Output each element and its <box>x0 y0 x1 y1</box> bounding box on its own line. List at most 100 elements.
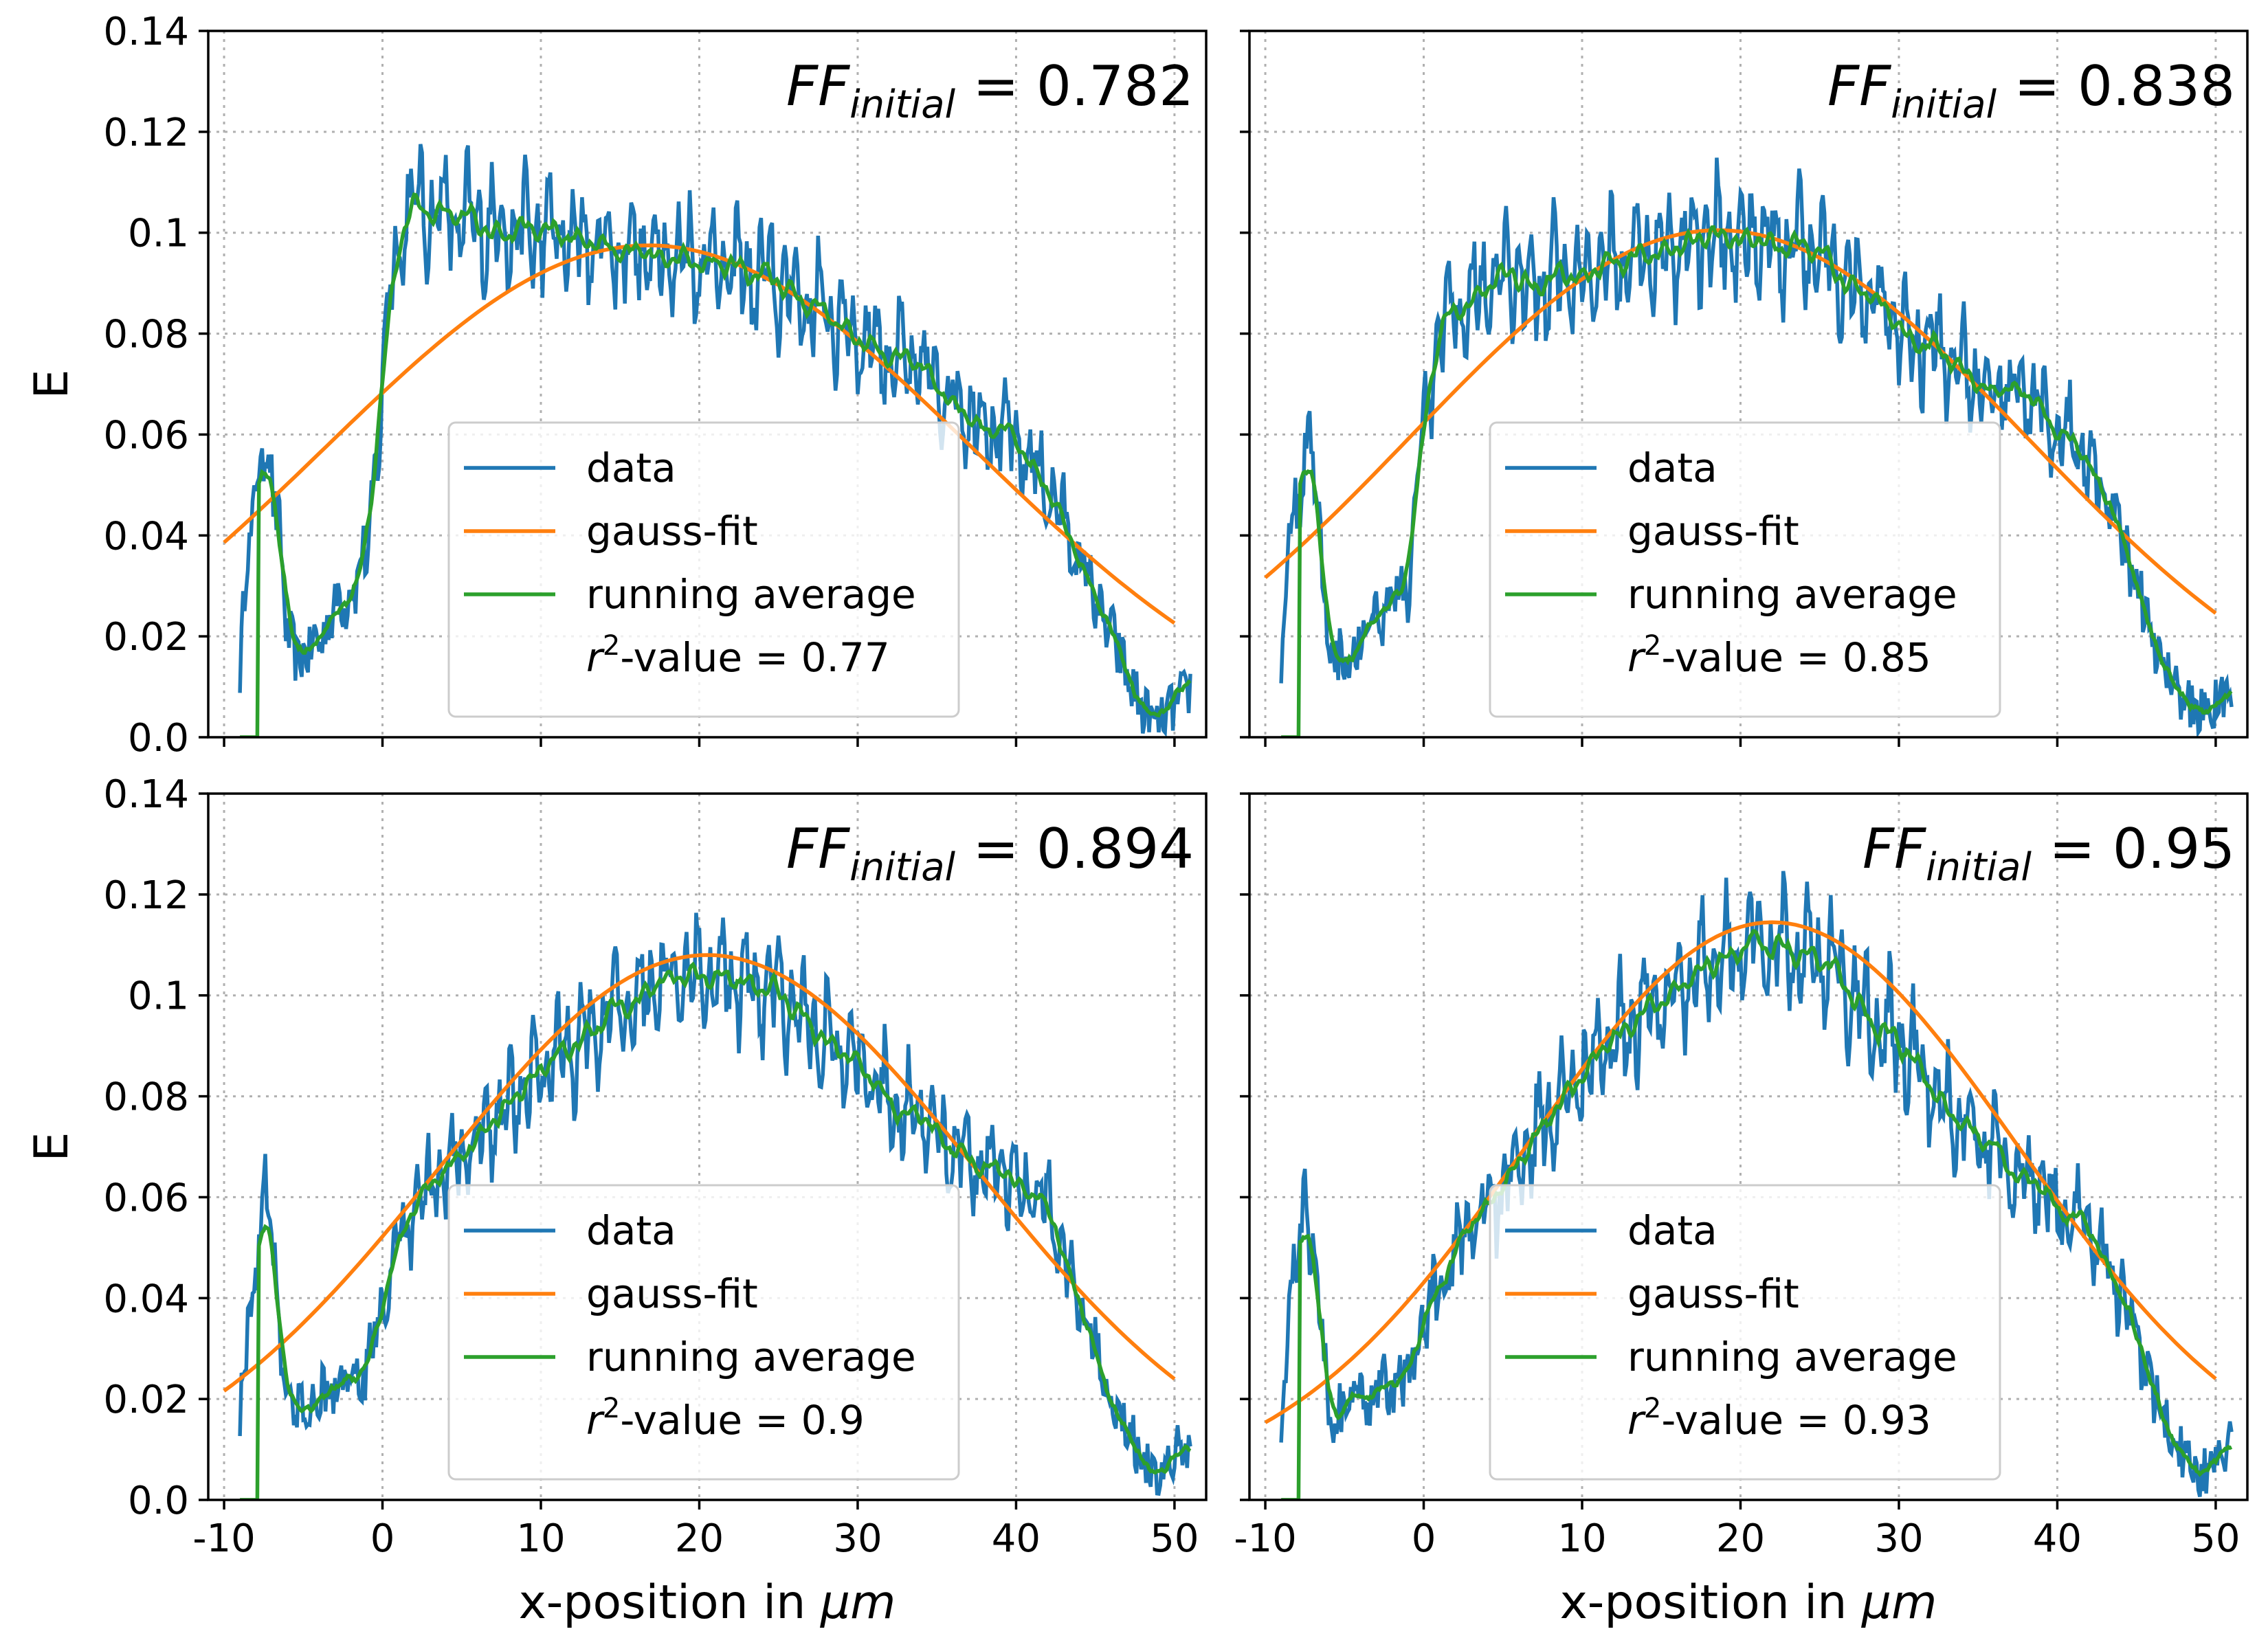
legend-label-running-average: running average <box>1627 1334 1957 1380</box>
r2-text: -value = 0.93 <box>1661 1397 1931 1444</box>
axes-frame <box>207 792 1208 1501</box>
plot-area <box>1264 157 2234 737</box>
x-tick-label: 30 <box>1874 1516 1923 1561</box>
x-tick-label: 40 <box>2033 1516 2082 1561</box>
ff-value: = 0.894 <box>955 817 1194 881</box>
gauss-fit-line <box>1264 920 2217 1424</box>
legend-label-running-average: running average <box>586 571 916 618</box>
x-tick-label: 10 <box>516 1516 565 1561</box>
running-average-line <box>240 961 1192 1500</box>
r2-text: -value = 0.9 <box>620 1397 865 1444</box>
x-tick-label: 10 <box>1557 1516 1606 1561</box>
legend: data gauss-fit running average r2-value = 0… <box>1489 1184 2001 1481</box>
x-axis-label-unit: μm <box>1861 1575 1937 1630</box>
legend-r2-value: r2-value = 0.77 <box>586 630 890 681</box>
x-tick-label: -10 <box>192 1516 255 1561</box>
y-tick-label: 0.04 <box>103 514 189 559</box>
x-axis-label: x-position in μm <box>519 1575 896 1630</box>
y-tick-label: 0.1 <box>128 212 189 256</box>
r2-symbol: r <box>1627 1397 1646 1444</box>
ff-subscript: initial <box>1891 82 1997 127</box>
ff-value: = 0.95 <box>2032 817 2235 881</box>
r2-symbol: r <box>586 634 605 681</box>
x-axis-label: x-position in μm <box>1560 1575 1937 1630</box>
legend-label-data: data <box>1627 1207 1717 1254</box>
legend-label-gauss-fit: gauss-fit <box>1627 508 1799 554</box>
r2-text: -value = 0.77 <box>620 634 889 681</box>
r2-superscript: 2 <box>1644 630 1661 662</box>
x-tick-label: 40 <box>992 1516 1041 1561</box>
legend-label-running-average: running average <box>1627 571 1957 618</box>
y-tick-label: 0.14 <box>103 10 189 54</box>
y-tick-label: 0.12 <box>103 873 189 918</box>
data-line <box>1279 157 2234 737</box>
legend: data gauss-fit running average r2-value = 0… <box>447 421 960 718</box>
y-tick-label: 0.12 <box>103 111 189 155</box>
ff-initial-annotation: FFinitial = 0.782 <box>786 54 1194 127</box>
legend-r2-value: r2-value = 0.85 <box>1627 630 1931 681</box>
x-tick-label: -10 <box>1234 1516 1296 1561</box>
gauss-fit-line <box>223 953 1176 1393</box>
legend-label-data: data <box>1627 445 1717 491</box>
legend-box <box>1489 421 2001 718</box>
y-tick-label: 0.14 <box>103 772 189 817</box>
x-tick-label: 0 <box>370 1516 395 1561</box>
ff-subscript: initial <box>849 845 955 890</box>
subplot-4: -10 0 10 20 30 40 50 x-position in μm FFinitial … <box>1234 792 2249 1630</box>
ff-value: = 0.838 <box>1997 54 2235 118</box>
y-axis-label: E <box>25 370 79 399</box>
y-tick-label: 0.06 <box>103 413 189 458</box>
ff-initial-annotation: FFinitial = 0.95 <box>1863 817 2235 890</box>
ff-subscript: initial <box>849 82 955 127</box>
ff-label: FF <box>786 817 850 881</box>
legend-label-gauss-fit: gauss-fit <box>1627 1270 1799 1317</box>
r2-symbol: r <box>1627 634 1646 681</box>
legend-r2-value: r2-value = 0.9 <box>586 1393 865 1444</box>
y-tick-label: 0.02 <box>103 1378 189 1422</box>
axes-frame <box>1248 792 2249 1501</box>
plot-area <box>223 144 1192 737</box>
ff-label: FF <box>1827 54 1891 118</box>
ff-label: FF <box>786 54 850 118</box>
x-tick-label: 20 <box>1716 1516 1765 1561</box>
legend-label-gauss-fit: gauss-fit <box>586 1270 758 1317</box>
y-tick-label: 0.04 <box>103 1277 189 1321</box>
r2-superscript: 2 <box>603 630 620 662</box>
ff-initial-annotation: FFinitial = 0.838 <box>1827 54 2235 127</box>
axes-frame <box>1248 30 2249 739</box>
legend-box <box>447 421 960 718</box>
legend: data gauss-fit running average r2-value = 0… <box>1489 421 2001 718</box>
subplot-1: 0.0 0.02 0.04 0.06 0.08 0.1 0.12 0.14 E FFinitial… <box>25 10 1208 761</box>
r2-text: -value = 0.85 <box>1661 634 1931 681</box>
y-axis-label: E <box>25 1132 79 1162</box>
y-tick-label: 0.02 <box>103 615 189 660</box>
legend-label-gauss-fit: gauss-fit <box>586 508 758 554</box>
y-tick-label: 0.0 <box>128 716 189 761</box>
subplot-2: FFinitial = 0.838 data gauss-fit running av… <box>1240 30 2249 747</box>
r2-superscript: 2 <box>1644 1393 1661 1424</box>
legend-box <box>1489 1184 2001 1481</box>
legend-label-data: data <box>586 445 676 491</box>
plot-area <box>223 912 1192 1500</box>
running-average-line <box>1281 225 2233 737</box>
legend-label-data: data <box>586 1207 676 1254</box>
x-axis-label-unit: μm <box>820 1575 896 1630</box>
x-tick-label: 0 <box>1412 1516 1436 1561</box>
x-tick-label: 50 <box>1150 1516 1199 1561</box>
ff-label: FF <box>1863 817 1926 881</box>
subplot-3: -10 0 10 20 30 40 50 x-position in μm 0.0 0.02 0.0… <box>25 772 1208 1630</box>
axes-frame <box>207 30 1208 739</box>
x-axis-label-text: x-position in <box>1560 1575 1862 1630</box>
r2-superscript: 2 <box>603 1393 620 1424</box>
y-tick-label: 0.06 <box>103 1176 189 1220</box>
x-axis-label-text: x-position in <box>519 1575 821 1630</box>
ff-subscript: initial <box>1926 845 2032 890</box>
legend-label-running-average: running average <box>586 1334 916 1380</box>
y-tick-label: 0.1 <box>128 974 189 1019</box>
legend: data gauss-fit running average r2-value = 0… <box>447 1184 960 1481</box>
y-tick-label: 0.08 <box>103 313 189 357</box>
x-tick-label: 30 <box>833 1516 882 1561</box>
legend-box <box>447 1184 960 1481</box>
legend-r2-value: r2-value = 0.93 <box>1627 1393 1931 1444</box>
